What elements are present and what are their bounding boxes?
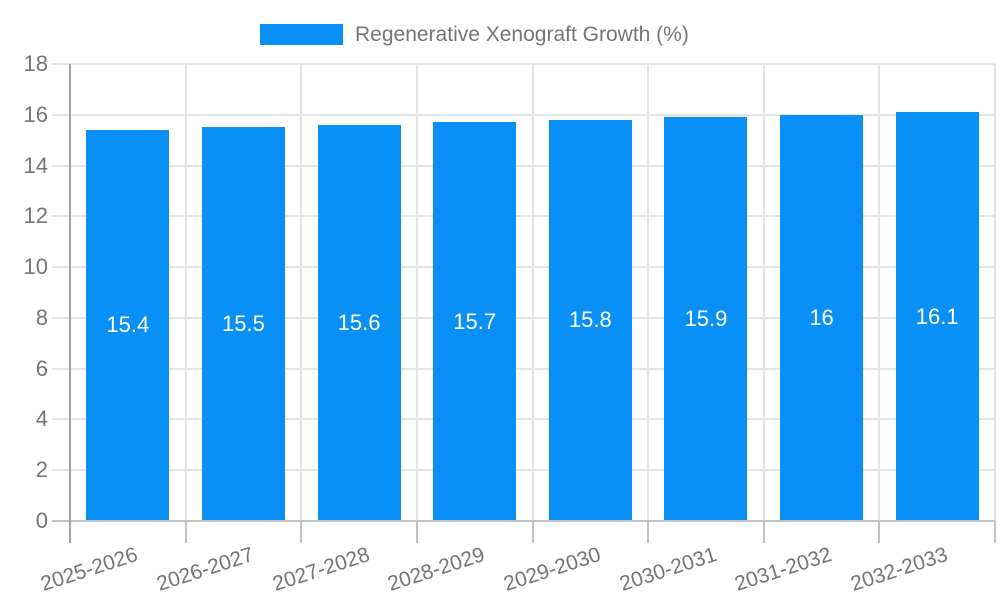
bar-value-label: 16	[809, 304, 834, 330]
gridline-v	[762, 64, 765, 521]
x-tick	[300, 521, 303, 543]
x-axis-label: 2032-2033	[847, 543, 951, 596]
gridline-v	[184, 64, 187, 521]
y-axis-label: 10	[23, 254, 48, 280]
gridline-h	[52, 367, 995, 370]
x-tick	[184, 521, 187, 543]
bar-value-label: 15.7	[453, 308, 497, 334]
bar[interactable]: 15.7	[433, 122, 517, 521]
x-axis-label: 2029-2030	[500, 543, 604, 596]
bar[interactable]: 16	[780, 114, 864, 521]
bar[interactable]: 15.5	[201, 127, 285, 521]
gridline-h	[52, 215, 995, 218]
x-axis-label: 2025-2026	[38, 543, 141, 596]
legend-swatch	[260, 24, 343, 45]
gridline-h	[52, 63, 995, 65]
y-axis-label: 6	[35, 355, 48, 381]
gridline-h	[52, 113, 995, 116]
y-axis-label: 8	[35, 304, 48, 330]
x-axis-label: 2027-2028	[269, 543, 373, 596]
y-axis-label: 18	[23, 51, 48, 76]
x-tick	[878, 521, 881, 543]
x-tick	[415, 521, 418, 543]
bar[interactable]: 15.6	[317, 124, 401, 521]
y-axis-label: 16	[23, 101, 48, 127]
y-axis-label: 14	[23, 152, 48, 178]
legend-label: Regenerative Xenograft Growth (%)	[355, 22, 689, 46]
gridline-h	[52, 164, 995, 167]
bar[interactable]: 15.8	[548, 119, 632, 521]
gridline-h	[52, 469, 995, 472]
bar-value-label: 15.6	[337, 309, 381, 335]
x-tick	[647, 521, 650, 543]
x-tick	[762, 521, 765, 543]
x-axis-label: 2026-2027	[153, 543, 257, 596]
gridline-v	[878, 64, 881, 521]
legend: Regenerative Xenograft Growth (%)	[260, 22, 689, 47]
y-axis-line	[69, 64, 71, 543]
bar[interactable]: 15.4	[86, 130, 170, 521]
bar-value-label: 16.1	[915, 303, 959, 329]
gridline-v	[531, 64, 534, 521]
gridline-h	[52, 316, 995, 319]
bar-value-label: 15.9	[684, 306, 728, 332]
x-axis-label: 2028-2029	[385, 543, 488, 596]
x-axis-label: 2030-2031	[616, 543, 720, 596]
gridline-v	[415, 64, 418, 521]
bar-value-label: 15.8	[568, 307, 612, 333]
x-tick	[531, 521, 534, 543]
x-tick	[994, 521, 996, 543]
gridline-v	[300, 64, 303, 521]
gridline-h	[52, 418, 995, 421]
gridline-v	[647, 64, 650, 521]
bar-value-label: 15.5	[222, 311, 265, 337]
y-axis-label: 2	[35, 457, 48, 483]
y-axis-label: 4	[35, 406, 48, 432]
y-axis-label: 0	[35, 508, 48, 533]
gridline-v	[994, 64, 996, 521]
bar[interactable]: 15.9	[664, 117, 748, 521]
x-axis-label: 2031-2032	[732, 543, 835, 596]
y-axis-label: 12	[23, 203, 48, 229]
bar-value-label: 15.4	[106, 312, 150, 338]
x-axis-line	[52, 520, 995, 522]
bar[interactable]: 16.1	[895, 112, 979, 521]
gridline-h	[52, 266, 995, 269]
